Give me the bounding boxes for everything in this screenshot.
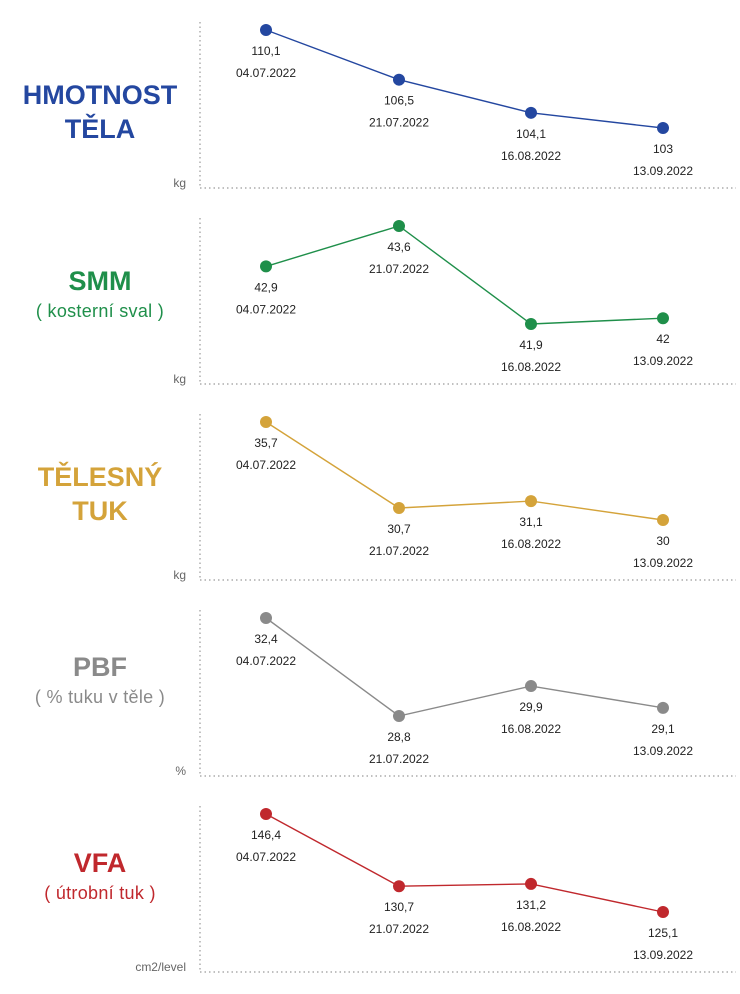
data-point bbox=[657, 312, 669, 325]
chart-title-line: TĚLA bbox=[64, 114, 136, 144]
date-label: 16.08.2022 bbox=[501, 537, 561, 551]
value-label: 42,9 bbox=[254, 280, 278, 294]
line-chart: 146,4 04.07.2022 130,7 21.07.2022 131,2 16.08… bbox=[199, 806, 736, 973]
value-label: 30 bbox=[656, 534, 670, 548]
chart-title-line: VFA bbox=[73, 848, 127, 878]
value-label: 106,5 bbox=[384, 94, 414, 108]
chart-subtitle: ( kosterní sval ) bbox=[35, 301, 165, 321]
date-label: 21.07.2022 bbox=[369, 752, 429, 766]
series-line bbox=[265, 617, 664, 717]
value-label: 103 bbox=[653, 142, 673, 156]
line-chart: 35,7 04.07.2022 30,7 21.07.2022 31,1 16.08.20… bbox=[199, 414, 736, 581]
date-label: 13.09.2022 bbox=[633, 164, 693, 178]
value-label: 125,1 bbox=[648, 926, 678, 940]
date-label: 21.07.2022 bbox=[369, 544, 429, 558]
chart-panel-4: PBF ( % tuku v těle )% 32,4 04.07.2022 28,8 2… bbox=[0, 588, 740, 784]
date-label: 04.07.2022 bbox=[236, 850, 296, 864]
date-label: 04.07.2022 bbox=[236, 66, 296, 80]
value-label: 31,1 bbox=[519, 515, 543, 529]
data-point bbox=[393, 501, 405, 514]
data-point bbox=[260, 808, 272, 820]
data-point bbox=[657, 701, 669, 714]
date-label: 13.09.2022 bbox=[633, 556, 693, 570]
unit-label: kg bbox=[173, 568, 186, 582]
value-label: 43,6 bbox=[387, 240, 411, 254]
chart-subtitle: ( % tuku v těle ) bbox=[34, 687, 166, 707]
chart-title-line: PBF bbox=[73, 652, 127, 682]
data-point bbox=[657, 906, 669, 918]
date-label: 13.09.2022 bbox=[633, 744, 693, 758]
value-label: 130,7 bbox=[384, 900, 414, 914]
value-label: 32,4 bbox=[254, 632, 278, 646]
series-line bbox=[265, 29, 664, 129]
value-label: 146,4 bbox=[251, 828, 281, 842]
chart-panel-5: VFA ( útrobní tuk ) cm2/level 146,4 04.07.20… bbox=[0, 784, 740, 980]
data-point bbox=[657, 122, 669, 134]
value-label: 29,9 bbox=[519, 700, 543, 714]
value-label: 29,1 bbox=[651, 722, 675, 736]
value-label: 41,9 bbox=[519, 338, 543, 352]
date-label: 21.07.2022 bbox=[369, 116, 429, 130]
data-point bbox=[393, 710, 405, 722]
data-point bbox=[525, 318, 537, 330]
data-point bbox=[393, 880, 405, 893]
value-label: 104,1 bbox=[516, 127, 546, 141]
data-point bbox=[393, 220, 405, 232]
line-chart: 110,1 04.07.2022 106,5 21.07.2022 104,1 16.08… bbox=[199, 22, 736, 189]
unit-label: kg bbox=[173, 176, 186, 190]
data-point bbox=[393, 73, 405, 86]
date-label: 21.07.2022 bbox=[369, 262, 429, 276]
date-label: 16.08.2022 bbox=[501, 149, 561, 163]
series-line bbox=[265, 421, 664, 521]
value-label: 110,1 bbox=[251, 44, 280, 58]
chart-title-line: SMM bbox=[68, 266, 132, 296]
unit-label: % bbox=[175, 764, 186, 778]
chart-title-line: TUK bbox=[72, 496, 128, 526]
date-label: 13.09.2022 bbox=[633, 354, 693, 368]
chart-title-line: TĚLESNÝ bbox=[37, 462, 163, 492]
data-point bbox=[525, 106, 537, 119]
data-point bbox=[657, 514, 669, 526]
chart-panel-3: TĚLESNÝ TUK kg 35,7 04.07.2022 30,7 21.07.2022… bbox=[0, 392, 740, 588]
chart-subtitle: ( útrobní tuk ) bbox=[44, 883, 156, 903]
date-label: 16.08.2022 bbox=[501, 722, 561, 736]
value-label: 35,7 bbox=[254, 436, 278, 450]
unit-label: kg bbox=[173, 372, 186, 386]
line-chart: 42,9 04.07.2022 43,6 21.07.2022 41,9 16.08.20… bbox=[199, 218, 736, 385]
line-chart: 32,4 04.07.2022 28,8 21.07.2022 29,9 16.08.20… bbox=[199, 610, 736, 777]
series-line bbox=[265, 813, 664, 913]
chart-title-block: SMM ( kosterní sval ) bbox=[0, 264, 200, 324]
data-point bbox=[525, 877, 537, 890]
value-label: 28,8 bbox=[387, 730, 411, 744]
value-label: 42 bbox=[656, 332, 670, 346]
chart-panel-1: HMOTNOST TĚLA kg 110,1 04.07.2022 106,5 21.07.… bbox=[0, 0, 740, 196]
data-point bbox=[260, 416, 272, 428]
date-label: 16.08.2022 bbox=[501, 360, 561, 374]
date-label: 16.08.2022 bbox=[501, 920, 561, 934]
chart-title-block: HMOTNOST TĚLA bbox=[0, 78, 200, 146]
value-label: 30,7 bbox=[387, 522, 411, 536]
chart-title-block: VFA ( útrobní tuk ) bbox=[0, 846, 200, 906]
data-point bbox=[525, 495, 537, 508]
date-label: 04.07.2022 bbox=[236, 654, 296, 668]
data-point bbox=[525, 680, 537, 693]
data-point bbox=[260, 612, 272, 624]
date-label: 04.07.2022 bbox=[236, 458, 296, 472]
data-point bbox=[260, 24, 272, 36]
date-label: 21.07.2022 bbox=[369, 922, 429, 936]
chart-title-line: HMOTNOST bbox=[22, 80, 178, 110]
series-line bbox=[265, 225, 664, 325]
chart-title-block: PBF ( % tuku v těle ) bbox=[0, 650, 200, 710]
chart-panel-2: SMM ( kosterní sval ) kg 42,9 04.07.2022 43,6… bbox=[0, 196, 740, 392]
chart-title-block: TĚLESNÝ TUK bbox=[0, 460, 200, 528]
value-label: 131,2 bbox=[516, 898, 546, 912]
unit-label: cm2/level bbox=[135, 960, 186, 974]
date-label: 13.09.2022 bbox=[633, 948, 693, 962]
date-label: 04.07.2022 bbox=[236, 302, 296, 316]
data-point bbox=[260, 260, 272, 273]
